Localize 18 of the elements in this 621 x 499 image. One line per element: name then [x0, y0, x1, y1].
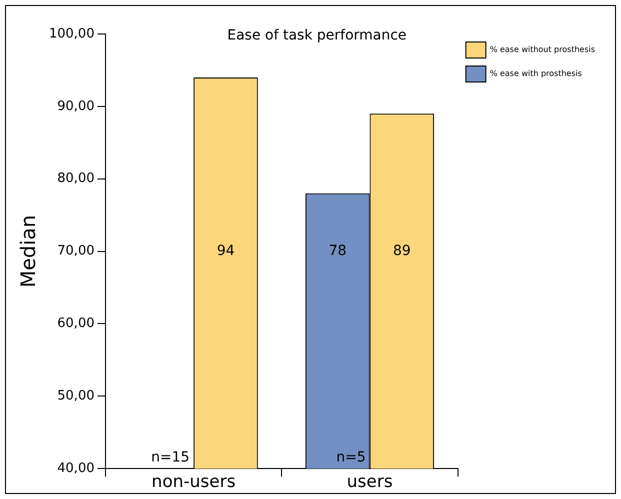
y-axis-title: Median	[16, 214, 40, 288]
legend-label: % ease without prosthesis	[490, 45, 596, 54]
y-tick-label: 80,00	[57, 171, 94, 186]
y-tick-label: 90,00	[57, 98, 94, 114]
y-tick-label: 70,00	[57, 244, 94, 259]
x-tick-label: users	[346, 472, 393, 492]
annotation: n=15	[151, 449, 190, 466]
chart-title: Ease of task performance	[227, 28, 407, 44]
y-tick-label: 50,00	[57, 388, 94, 404]
annotation: n=5	[336, 449, 366, 466]
legend-label: % ease with prosthesis	[490, 69, 582, 78]
y-tick-label: 100,00	[48, 26, 94, 42]
y-tick-label: 60,00	[57, 316, 94, 332]
data-label: 94	[216, 242, 235, 259]
data-label: 89	[392, 242, 411, 259]
y-tick-label: 40,00	[57, 460, 94, 476]
data-label: 78	[328, 242, 347, 259]
x-tick-label: non-users	[152, 472, 236, 492]
